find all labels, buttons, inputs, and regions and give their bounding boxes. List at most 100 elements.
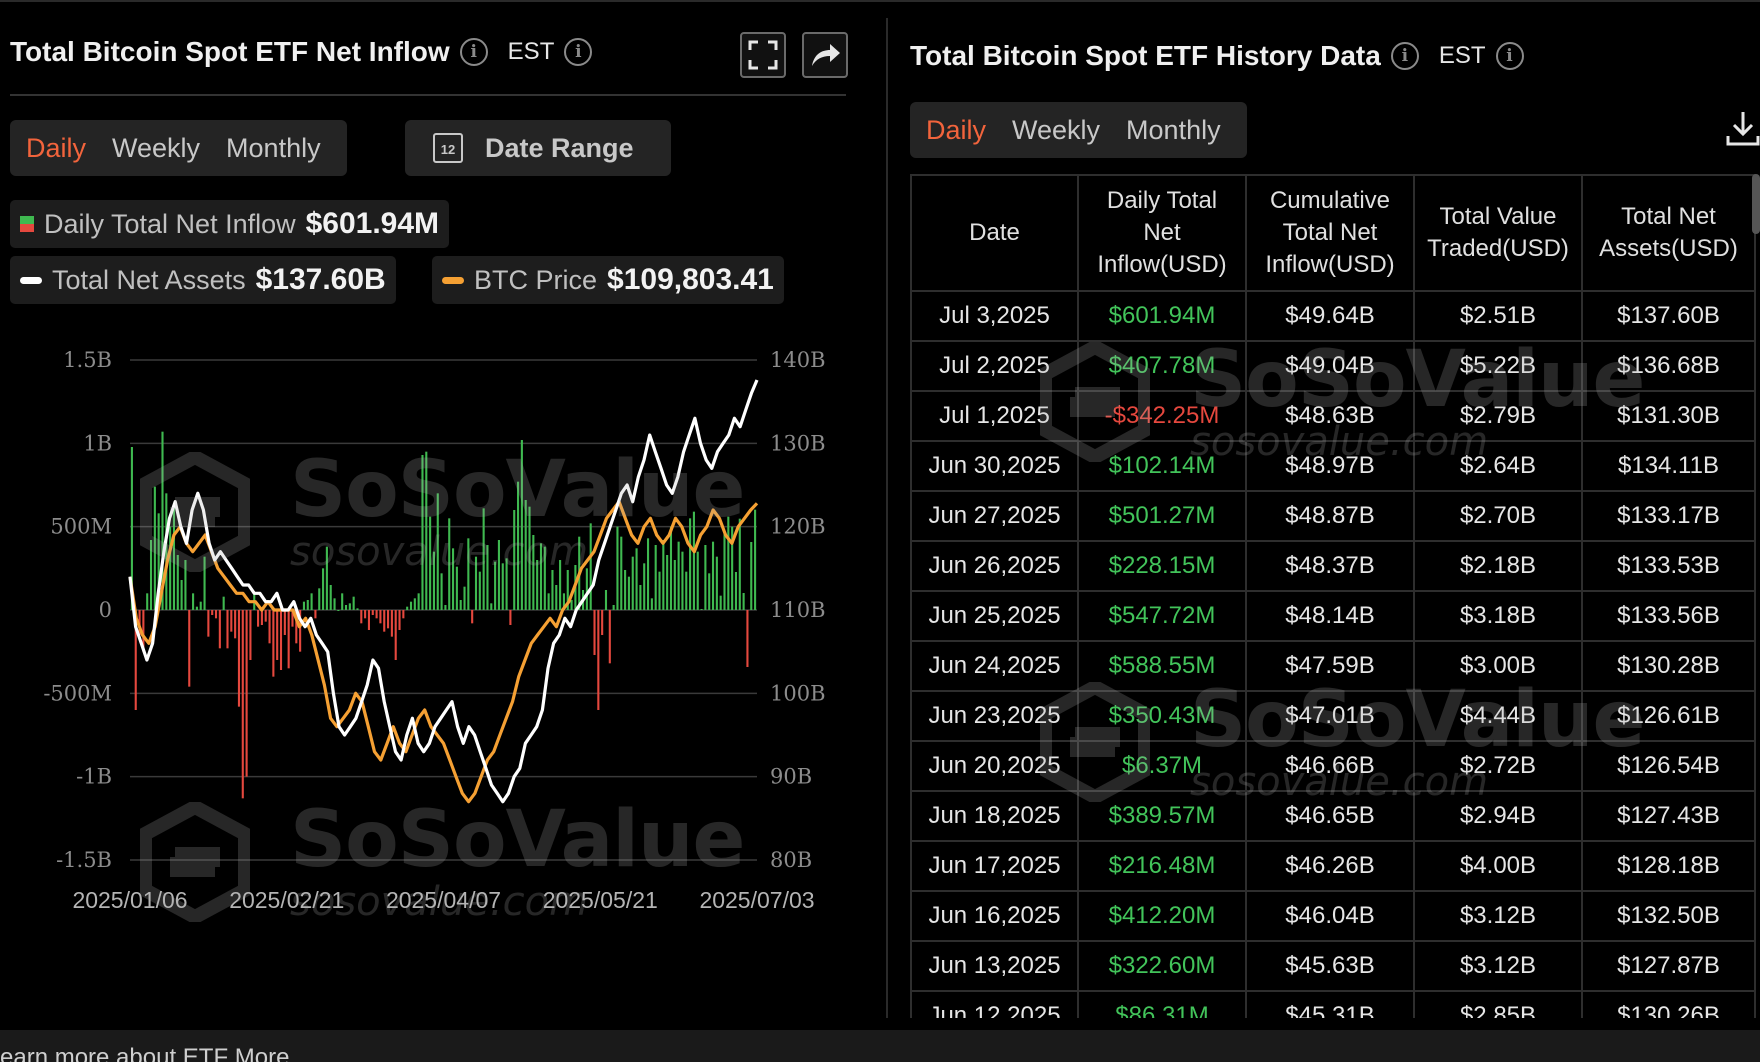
cell-date: Jun 12,2025 (910, 990, 1079, 1018)
table-row[interactable]: Jun 12,2025 $86.31M $45.31B $2.85B $130.26B (910, 990, 1756, 1018)
title-separator (10, 94, 846, 96)
inflow-bar (310, 593, 313, 610)
table-row[interactable]: Jul 3,2025 $601.94M $49.64B $2.51B $137.60B (910, 290, 1756, 342)
tab-monthly[interactable]: Monthly (226, 132, 321, 163)
inflow-bar (520, 440, 523, 610)
inflow-bar (364, 610, 367, 619)
history-table-container[interactable]: Date Daily Total Net Inflow(USD) Cumulat… (910, 174, 1760, 1018)
table-row[interactable]: Jun 30,2025 $102.14M $48.97B $2.64B $134.11B (910, 440, 1756, 492)
cell-cumulative: $48.37B (1245, 540, 1415, 592)
net-inflow-chart[interactable]: 1.5B 1B 500M 0 -500M -1B -1.5B 140B 130B 120B 110B… (0, 330, 860, 1010)
legend-btc-price[interactable]: BTC Price $109,803.41 (432, 256, 784, 304)
table-row[interactable]: Jun 25,2025 $547.72M $48.14B $3.18B $133.56B (910, 590, 1756, 642)
share-button[interactable] (802, 32, 848, 78)
timezone-info-icon[interactable]: i (1495, 42, 1524, 70)
inflow-bar (486, 545, 489, 610)
cell-date: Jun 18,2025 (910, 790, 1079, 842)
y-left-tick-label: -1B (76, 765, 112, 789)
inflow-bar (409, 601, 413, 610)
cell-daily-inflow: $322.60M (1077, 940, 1247, 992)
table-row[interactable]: Jun 16,2025 $412.20M $46.04B $3.12B $132.50B (910, 890, 1756, 942)
col-daily-inflow[interactable]: Daily Total Net Inflow(USD) (1077, 174, 1247, 292)
timezone-info-icon[interactable]: i (564, 38, 593, 66)
y-right-tick-label: 100B (770, 681, 826, 705)
table-row[interactable]: Jun 20,2025 $6.37M $46.66B $2.72B $126.54B (910, 740, 1756, 792)
table-row[interactable]: Jun 18,2025 $389.57M $46.65B $2.94B $127.43B (910, 790, 1756, 842)
legend-daily-inflow[interactable]: Daily Total Net Inflow $601.94M (10, 200, 450, 248)
inflow-bar (612, 605, 615, 610)
inflow-bar (723, 531, 726, 610)
cell-cumulative: $47.59B (1245, 640, 1415, 692)
table-scrollbar[interactable] (1752, 174, 1760, 234)
col-date[interactable]: Date (910, 174, 1079, 292)
inflow-bar (195, 606, 198, 610)
inflow-bar (371, 610, 374, 615)
inflow-bar (413, 598, 416, 610)
cell-date: Jun 25,2025 (910, 590, 1079, 642)
inflow-bar (260, 610, 263, 625)
table-row[interactable]: Jun 26,2025 $228.15M $48.37B $2.18B $133.53B (910, 540, 1756, 592)
tab-monthly[interactable]: Monthly (1126, 114, 1221, 145)
tab-daily[interactable]: Daily (926, 114, 987, 145)
inflow-bar (230, 610, 233, 632)
table-row[interactable]: Jul 2,2025 $407.78M $49.04B $5.22B $136.68B (910, 340, 1756, 392)
inflow-bar (455, 566, 458, 610)
tab-weekly[interactable]: Weekly (112, 132, 201, 163)
inflow-bar (517, 481, 520, 610)
cell-net-assets: $127.43B (1581, 790, 1756, 842)
inflow-bar (425, 451, 428, 610)
history-table: Date Daily Total Net Inflow(USD) Cumulat… (910, 174, 1756, 1018)
inflow-bar (417, 593, 420, 610)
cell-net-assets: $131.30B (1581, 390, 1756, 442)
cell-daily-inflow: -$342.25M (1077, 390, 1247, 442)
inflow-bar (257, 610, 260, 627)
table-row[interactable]: Jun 24,2025 $588.55M $47.59B $3.00B $130.28B (910, 640, 1756, 692)
table-row[interactable]: Jun 17,2025 $216.48M $46.26B $4.00B $128.18B (910, 840, 1756, 892)
y-left-tick-label: -1.5B (56, 848, 112, 872)
inflow-bar (601, 610, 604, 635)
cell-net-assets: $126.54B (1581, 740, 1756, 792)
x-tick-label: 2025/07/03 (699, 887, 814, 913)
inflow-bar (700, 609, 703, 610)
cell-daily-inflow: $588.55M (1077, 640, 1247, 692)
cell-cumulative: $48.14B (1245, 590, 1415, 642)
table-row[interactable]: Jul 1,2025 -$342.25M $48.63B $2.79B $131.30B (910, 390, 1756, 442)
x-tick-label: 2025/01/06 (72, 887, 187, 913)
tab-daily[interactable]: Daily (26, 132, 87, 163)
inflow-bar (287, 610, 290, 669)
legend-total-net-assets[interactable]: Total Net Assets $137.60B (10, 256, 396, 304)
net-inflow-title-row: Total Bitcoin Spot ETF Net Inflow i EST … (10, 36, 593, 68)
cell-net-assets: $133.53B (1581, 540, 1756, 592)
inflow-bar (459, 600, 462, 610)
net-assets-legend-label: Total Net Assets (52, 264, 246, 295)
net-inflow-panel: Total Bitcoin Spot ETF Net Inflow i EST … (0, 0, 860, 1030)
download-icon[interactable] (1725, 108, 1760, 148)
inflow-bar (398, 610, 401, 630)
info-icon[interactable]: i (459, 38, 488, 66)
fullscreen-button[interactable] (740, 32, 786, 78)
inflow-bar (650, 598, 653, 610)
inflow-bar (153, 486, 156, 610)
table-row[interactable]: Jun 23,2025 $350.43M $47.01B $4.44B $126.61B (910, 690, 1756, 742)
inflow-bar (337, 610, 340, 611)
footer-link[interactable]: earn more about ETF More (0, 1044, 290, 1062)
cell-date: Jun 27,2025 (910, 490, 1079, 542)
btc-price-legend-value: $109,803.41 (607, 263, 774, 296)
info-icon[interactable]: i (1390, 42, 1419, 70)
col-cumulative-inflow[interactable]: Cumulative Total Net Inflow(USD) (1245, 174, 1415, 292)
inflow-bar (245, 610, 248, 777)
table-row[interactable]: Jun 13,2025 $322.60M $45.63B $3.12B $127.87B (910, 940, 1756, 992)
col-net-assets[interactable]: Total Net Assets(USD) (1581, 174, 1756, 292)
inflow-bar (142, 610, 145, 652)
inflow-bar (585, 568, 588, 610)
inflow-bar (474, 556, 478, 610)
tab-weekly[interactable]: Weekly (1012, 114, 1101, 145)
table-row[interactable]: Jun 27,2025 $501.27M $48.87B $2.70B $133.17B (910, 490, 1756, 542)
cell-traded: $2.72B (1413, 740, 1583, 792)
inflow-bar (708, 573, 711, 610)
col-value-traded[interactable]: Total Value Traded(USD) (1413, 174, 1583, 292)
calendar-icon: 12 (433, 133, 463, 163)
inflow-bar (689, 518, 692, 610)
inflow-bar (528, 506, 531, 610)
date-range-button[interactable]: 12 Date Range (405, 120, 671, 176)
